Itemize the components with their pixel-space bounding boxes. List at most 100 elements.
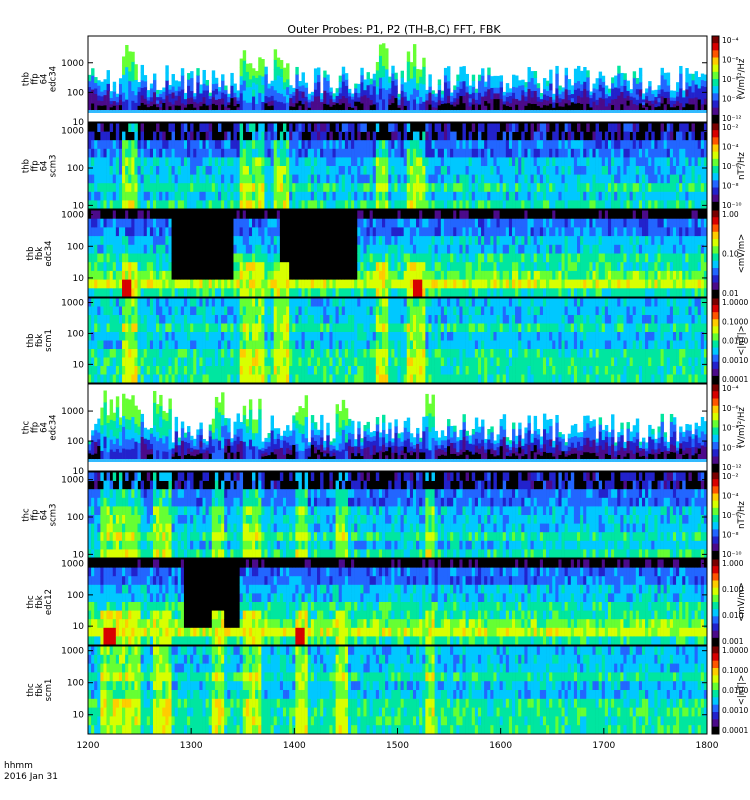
spectrogram-cell <box>267 92 271 98</box>
spectrogram-cell <box>115 270 120 280</box>
spectrogram-cell <box>230 148 234 158</box>
spectrogram-cell <box>394 97 398 105</box>
spectrogram-cell <box>623 157 627 167</box>
spectrogram-cell <box>134 131 138 141</box>
spectrogram-cell <box>301 157 305 167</box>
spectrogram-cell <box>385 288 389 298</box>
spectrogram-cell <box>412 227 417 237</box>
spectrogram-cell <box>369 244 374 254</box>
spectrogram-cell <box>143 157 148 167</box>
spectrogram-cell <box>477 236 482 246</box>
spectrogram-cell <box>100 218 104 228</box>
spectrogram-cell <box>564 227 569 237</box>
spectrogram-cell <box>422 148 426 158</box>
spectrogram-cell <box>493 210 497 220</box>
spectrogram-cell <box>614 288 618 298</box>
spectrogram-cell <box>279 157 284 167</box>
spectrogram-cell <box>289 140 293 150</box>
spectrogram-cell <box>208 98 213 102</box>
spectrogram-cell <box>242 210 247 220</box>
spectrogram-cell <box>465 288 469 298</box>
spectrogram-cell <box>431 96 435 101</box>
spectrogram-cell <box>607 95 612 100</box>
spectrogram-cell <box>564 110 569 113</box>
spectrogram-cell <box>524 157 528 167</box>
spectrogram-cell <box>626 100 630 106</box>
spectrogram-cell <box>595 270 599 280</box>
spectrogram-cell <box>648 90 652 97</box>
spectrogram-cell <box>152 288 157 298</box>
spectrogram-cell <box>645 106 649 111</box>
spectrogram-cell <box>187 200 191 210</box>
colorbar-tick-label: 10⁻⁴ <box>722 143 739 152</box>
spectrogram-cell <box>239 244 244 254</box>
spectrogram-cell <box>270 148 274 158</box>
spectrogram-cell <box>106 174 110 184</box>
spectrogram-cell <box>152 174 157 184</box>
spectrogram-cell <box>233 131 237 141</box>
spectrogram-cell <box>533 253 538 263</box>
spectrogram-cell <box>561 244 565 254</box>
spectrogram-cell <box>595 131 599 141</box>
spectrogram-cell <box>577 183 581 193</box>
spectrogram-cell <box>564 279 569 289</box>
spectrogram-cell <box>450 244 454 254</box>
spectrogram-cell <box>382 183 386 193</box>
spectrogram-cell <box>642 107 646 111</box>
spectrogram-cell <box>310 270 315 280</box>
spectrogram-cell <box>140 262 145 272</box>
spectrogram-cell <box>453 253 457 263</box>
spectrogram-cell <box>295 244 299 254</box>
spectrogram-cell <box>217 183 222 193</box>
spectrogram-cell <box>347 183 352 193</box>
spectrogram-cell <box>552 227 556 237</box>
spectrogram-cell <box>122 253 126 263</box>
spectrogram-cell <box>233 83 237 89</box>
spectrogram-cell <box>233 96 237 102</box>
spectrogram-cell <box>450 148 454 158</box>
spectrogram-cell <box>245 191 250 201</box>
spectrogram-cell <box>388 191 392 201</box>
spectrogram-cell <box>481 191 485 201</box>
spectrogram-cell <box>115 236 120 246</box>
spectrogram-cell <box>354 227 358 237</box>
spectrogram-cell <box>162 140 166 150</box>
spectrogram-cell <box>193 104 197 108</box>
spectrogram-cell <box>267 105 271 111</box>
spectrogram-cell <box>620 157 624 167</box>
spectrogram-cell <box>221 191 225 201</box>
spectrogram-cell <box>412 148 417 158</box>
spectrogram-cell <box>505 148 510 158</box>
spectrogram-cell <box>224 131 228 141</box>
spectrogram-cell <box>264 102 268 111</box>
spectrogram-cell <box>635 148 640 158</box>
spectrogram-cell <box>564 140 569 150</box>
spectrogram-cell <box>344 140 349 150</box>
spectrogram-cell <box>666 85 671 92</box>
spectrogram-cell <box>422 57 426 67</box>
spectrogram-cell <box>137 148 141 158</box>
spectrogram-cell <box>434 148 439 158</box>
spectrogram-cell <box>561 227 565 237</box>
spectrogram-cell <box>122 65 126 75</box>
spectrogram-cell <box>375 279 380 289</box>
spectrogram-cell <box>474 140 479 150</box>
spectrogram-cell <box>496 98 500 105</box>
spectrogram-cell <box>267 227 271 237</box>
spectrogram-cell <box>125 279 129 289</box>
spectrogram-cell <box>168 123 172 132</box>
spectrogram-cell <box>567 262 572 272</box>
spectrogram-cell <box>409 191 414 201</box>
spectrogram-cell <box>282 210 287 220</box>
spectrogram-cell <box>391 157 395 167</box>
spectrogram-cell <box>239 148 244 158</box>
spectrogram-cell <box>146 106 151 111</box>
spectrogram-cell <box>313 236 318 246</box>
spectrogram-cell <box>196 110 200 113</box>
spectrogram-cell <box>363 157 367 167</box>
spectrogram-cell <box>471 227 476 237</box>
spectrogram-cell <box>91 96 95 104</box>
spectrogram-cell <box>180 174 185 184</box>
spectrogram-cell <box>614 253 618 263</box>
spectrogram-cell <box>524 270 528 280</box>
